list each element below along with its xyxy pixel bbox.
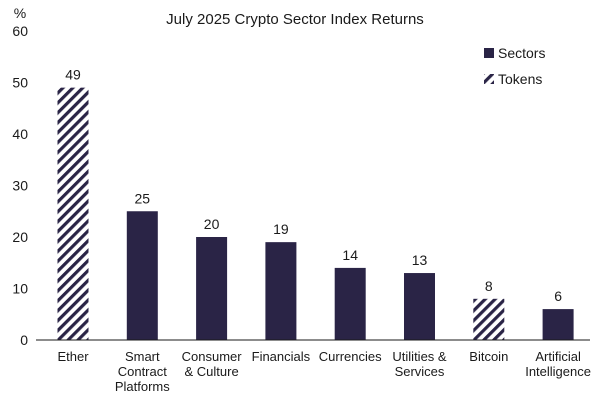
bars: 49 25 20 19 14 13 8 6 xyxy=(36,67,590,341)
y-tick-label: 40 xyxy=(12,126,28,142)
y-tick-label: 10 xyxy=(12,281,28,297)
data-label: 25 xyxy=(135,190,151,206)
bar-token xyxy=(57,87,89,341)
data-label: 19 xyxy=(273,221,289,237)
x-category-label: Artificial Intelligence xyxy=(525,349,591,379)
x-category-label: Bitcoin xyxy=(469,349,508,364)
bar-sector xyxy=(542,309,574,340)
legend-swatch-sector xyxy=(484,48,494,58)
chart-title: July 2025 Crypto Sector Index Returns xyxy=(166,11,424,28)
y-tick-label: 30 xyxy=(12,178,28,194)
data-label: 20 xyxy=(204,216,220,232)
data-label: 13 xyxy=(412,252,428,268)
legend-label: Tokens xyxy=(498,71,542,87)
bar-token xyxy=(473,298,505,340)
y-axis-unit: % xyxy=(14,5,26,21)
bar-sector xyxy=(265,242,297,340)
legend: Sectors Tokens xyxy=(484,45,545,87)
data-label: 14 xyxy=(342,247,358,263)
data-label: 8 xyxy=(485,278,493,294)
x-category-label: Financials xyxy=(252,349,311,364)
x-axis-categories: Ether Smart Contract Platforms Consumer & Cul… xyxy=(57,349,591,394)
y-tick-label: 60 xyxy=(12,23,28,39)
y-axis-ticks: 0 10 20 30 40 50 60 xyxy=(12,23,28,348)
legend-swatch-token xyxy=(484,74,494,84)
bar-sector xyxy=(334,267,366,340)
legend-label: Sectors xyxy=(498,45,545,61)
bar-sector xyxy=(404,273,435,340)
bar-sector xyxy=(126,211,158,340)
data-label: 6 xyxy=(554,288,562,304)
x-category-label: Ether xyxy=(57,349,89,364)
data-label: 49 xyxy=(65,67,81,83)
bar-sector xyxy=(196,237,228,340)
x-category-label: Consumer & Culture xyxy=(182,349,243,379)
x-category-label: Utilities & Services xyxy=(392,349,447,379)
x-category-label: Smart Contract Platforms xyxy=(115,349,170,394)
y-tick-label: 50 xyxy=(12,75,28,91)
y-tick-label: 20 xyxy=(12,229,28,245)
x-category-label: Currencies xyxy=(319,349,382,364)
y-tick-label: 0 xyxy=(20,332,28,348)
